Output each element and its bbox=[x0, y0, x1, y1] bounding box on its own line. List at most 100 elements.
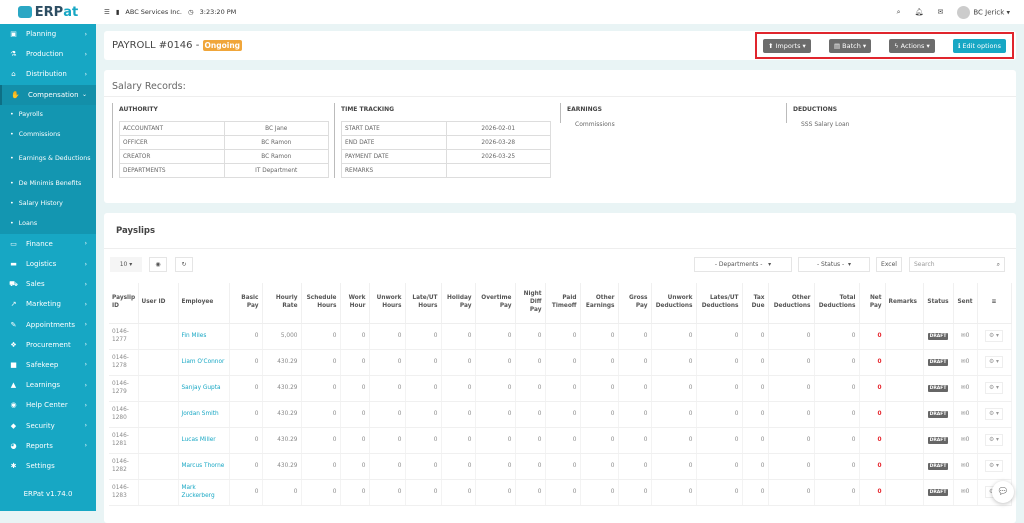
info-value bbox=[445, 163, 551, 178]
status-filter[interactable]: - Status - ▾ bbox=[798, 257, 870, 272]
user-menu[interactable]: BC Jerick ▾ bbox=[957, 5, 1010, 19]
sidebar-item-label: Sales bbox=[26, 280, 45, 289]
search-input[interactable]: Search ⌕ bbox=[909, 257, 1005, 272]
sidebar-subitem[interactable]: • Salary History bbox=[10, 200, 63, 208]
column-header[interactable]: Late/UT Hours bbox=[405, 283, 442, 324]
column-header[interactable]: Unwork Deductions bbox=[651, 283, 697, 324]
column-visibility-button[interactable]: ◉ bbox=[149, 257, 167, 272]
row-options-button[interactable]: ⚙ ▾ bbox=[985, 329, 1003, 342]
employee-link[interactable]: Marcus Thorne bbox=[178, 453, 230, 480]
cell: 0 bbox=[441, 375, 476, 402]
column-header[interactable]: User ID bbox=[138, 283, 179, 324]
column-header[interactable]: Work Hour bbox=[340, 283, 370, 324]
imports-button[interactable]: ⬆ Imports ▾ bbox=[763, 38, 811, 53]
employee-link[interactable]: Liam O'Connor bbox=[178, 349, 230, 376]
column-header[interactable]: Tax Due bbox=[742, 283, 769, 324]
sidebar-item-compensation[interactable]: ✋ Compensation ⌄ bbox=[0, 84, 96, 105]
sidebar-item-security[interactable]: ◆ Security › bbox=[0, 415, 96, 435]
column-header[interactable]: Unwork Hours bbox=[369, 283, 406, 324]
excel-button[interactable]: Excel bbox=[876, 257, 902, 272]
sidebar-item-logistics[interactable]: ▬ Logistics › bbox=[0, 254, 96, 274]
sidebar-subitem[interactable]: • Earnings & Deductions bbox=[10, 154, 91, 162]
company-name[interactable]: ABC Services Inc. bbox=[125, 8, 182, 16]
column-header[interactable]: Employee bbox=[178, 283, 230, 324]
column-header[interactable]: Schedule Hours bbox=[301, 283, 341, 324]
bell-icon[interactable]: 🔔︎ bbox=[914, 8, 924, 16]
actions-button[interactable]: ϟ Actions ▾ bbox=[889, 38, 935, 53]
status-badge: DRAFT bbox=[927, 384, 949, 392]
column-header[interactable]: Overtime Pay bbox=[475, 283, 516, 324]
search-icon[interactable]: ⌕ bbox=[896, 7, 901, 16]
column-header[interactable]: Paid Timeoff bbox=[545, 283, 581, 324]
employee-link[interactable]: Sanjay Gupta bbox=[178, 375, 230, 402]
cell: 0 bbox=[696, 323, 743, 350]
cell: 0 bbox=[814, 323, 860, 350]
column-header[interactable]: Net Pay bbox=[859, 283, 886, 324]
cell: 0 bbox=[651, 349, 697, 376]
briefcase-icon: ▣ bbox=[10, 30, 17, 39]
sidebar-item-production[interactable]: ⚗ Production › bbox=[0, 44, 96, 64]
sidebar-subitem[interactable]: • Loans bbox=[10, 220, 38, 228]
sidebar-item-safekeep[interactable]: ■ Safekeep › bbox=[0, 355, 96, 375]
page-size-select[interactable]: 10 ▾ bbox=[110, 257, 142, 272]
mail-icon: ✉ bbox=[960, 488, 966, 495]
employee-link[interactable]: Mark Zuckerberg bbox=[178, 479, 230, 506]
column-header[interactable]: Remarks bbox=[885, 283, 924, 324]
refresh-button[interactable]: ↻ bbox=[175, 257, 193, 272]
cell: 0 bbox=[369, 453, 406, 480]
row-options-button[interactable]: ⚙ ▾ bbox=[985, 433, 1003, 446]
table-row: 0146-1280 Jordan Smith 0 430.29 0 0 0 0 0 0 0 0 0 0 0 0… bbox=[109, 401, 1012, 428]
row-options-button[interactable]: ⚙ ▾ bbox=[985, 381, 1003, 394]
cell: 0146-1281 bbox=[109, 427, 139, 454]
employee-link[interactable]: Fin Miles bbox=[178, 323, 230, 350]
column-header[interactable]: ≡ bbox=[977, 283, 1012, 324]
column-header[interactable]: Basic Pay bbox=[229, 283, 263, 324]
row-options-button[interactable]: ⚙ ▾ bbox=[985, 407, 1003, 420]
cell: 0 bbox=[742, 401, 769, 428]
info-value: BC Ramon bbox=[223, 135, 329, 150]
column-header[interactable]: Other Earnings bbox=[580, 283, 619, 324]
menu-toggle-icon[interactable]: ☰ bbox=[104, 8, 110, 16]
edit-options-button[interactable]: ℹ Edit options bbox=[952, 38, 1006, 53]
info-row: DEPARTMENTS IT Department bbox=[119, 163, 329, 178]
sidebar-item-planning[interactable]: ▣ Planning › bbox=[0, 24, 96, 44]
column-header[interactable]: Lates/UT Deductions bbox=[696, 283, 743, 324]
column-header[interactable]: Gross Pay bbox=[618, 283, 652, 324]
sidebar-item-marketing[interactable]: ↗ Marketing › bbox=[0, 294, 96, 314]
row-options-button[interactable]: ⚙ ▾ bbox=[985, 355, 1003, 368]
column-header[interactable]: Holiday Pay bbox=[441, 283, 476, 324]
sidebar-subitem[interactable]: • Commissions bbox=[10, 131, 61, 139]
cell: 0 bbox=[475, 401, 516, 428]
sidebar-subitem[interactable]: • De Minimis Benefits bbox=[10, 180, 82, 188]
sidebar-item-procurement[interactable]: ❖ Procurement › bbox=[0, 335, 96, 355]
sidebar-item-sales[interactable]: ⛟ Sales › bbox=[0, 274, 96, 294]
logo[interactable]: ERP at bbox=[0, 0, 96, 24]
sidebar-item-finance[interactable]: ▭ Finance › bbox=[0, 234, 96, 254]
column-header[interactable]: Night Diff Pay bbox=[515, 283, 546, 324]
employee-link[interactable]: Jordan Smith bbox=[178, 401, 230, 428]
earnings-section: EARNINGS Commissions bbox=[560, 103, 615, 128]
cell: 0 bbox=[696, 349, 743, 376]
sidebar-subitem[interactable]: • Payrolls bbox=[10, 111, 43, 119]
sidebar-item-reports[interactable]: ◕ Reports › bbox=[0, 436, 96, 456]
column-header[interactable]: Hourly Rate bbox=[262, 283, 302, 324]
row-options-button[interactable]: ⚙ ▾ bbox=[985, 459, 1003, 472]
employee-link[interactable]: Lucas Miller bbox=[178, 427, 230, 454]
cell: 0 bbox=[340, 453, 370, 480]
mail-icon[interactable]: ✉ bbox=[937, 8, 944, 16]
departments-filter[interactable]: - Departments - ▾ bbox=[694, 257, 792, 272]
sidebar-item-settings[interactable]: ✱ Settings bbox=[0, 456, 96, 476]
sidebar-item-learnings[interactable]: ▲ Learnings › bbox=[0, 375, 96, 395]
sidebar-item-appointments[interactable]: ✎ Appointments › bbox=[0, 315, 96, 335]
column-header[interactable]: Other Deductions bbox=[768, 283, 815, 324]
column-header[interactable]: Payslip ID bbox=[109, 283, 139, 324]
chat-button[interactable]: 💬︎ bbox=[992, 481, 1014, 503]
column-header[interactable]: Status bbox=[923, 283, 954, 324]
cubes-icon: ❖ bbox=[10, 340, 17, 349]
batch-button[interactable]: ▤ Batch ▾ bbox=[828, 38, 872, 53]
column-header[interactable]: Sent bbox=[953, 283, 978, 324]
sidebar-item-distribution[interactable]: ⌂ Distribution › bbox=[0, 64, 96, 84]
column-header[interactable]: Total Deductions bbox=[814, 283, 860, 324]
sidebar-item-help-center[interactable]: ◉ Help Center › bbox=[0, 395, 96, 415]
cell: 0 bbox=[441, 401, 476, 428]
